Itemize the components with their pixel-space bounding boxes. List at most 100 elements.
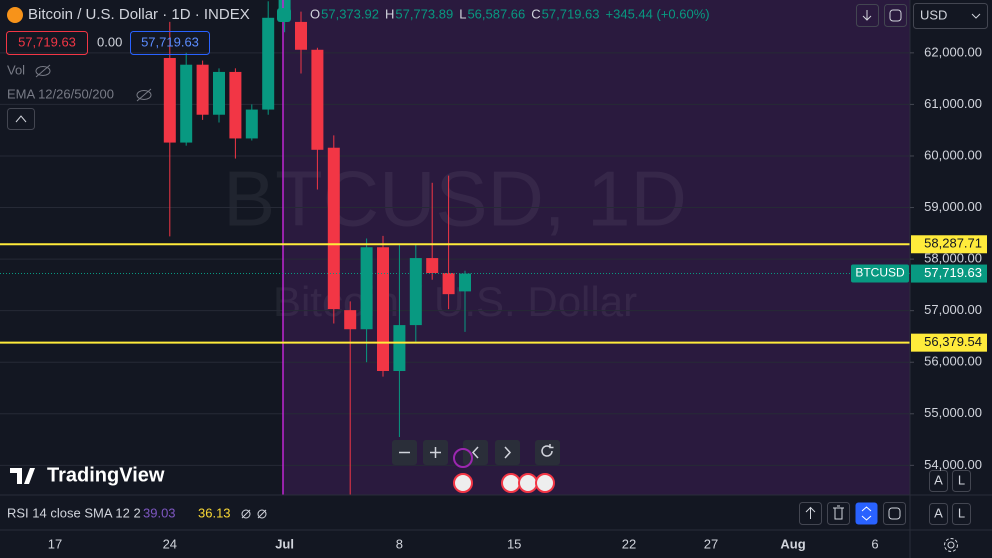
reset-button[interactable] [535,440,560,465]
ohlc-key: C [531,6,540,21]
x-tick-label: Aug [780,536,805,551]
x-tick-label: 22 [622,536,636,551]
scroll-left-button[interactable] [463,440,488,465]
price-label: 56,379.54 [924,334,982,349]
candle-body [344,310,357,330]
pane-controls [799,502,906,525]
price-label-box [911,333,987,352]
ohlc-value: 57,373.92 [321,6,379,21]
watermark-description: Bitcoin / U.S. Dollar [273,278,637,325]
pane-icons[interactable] [241,509,267,519]
reset-icon [541,444,554,457]
rsi-label[interactable]: RSI 14 close SMA 12 2 [7,505,141,520]
candle-body [327,147,340,310]
candle-body [163,58,176,143]
event-flag[interactable] [535,473,555,493]
event-flags [453,473,555,493]
ohlc-value: 57,773.89 [395,6,453,21]
scale-button[interactable] [952,503,971,525]
fullscreen-button[interactable] [884,4,907,27]
scroll-icon [862,10,872,21]
x-tick-label: 6 [871,536,878,551]
move-up-icon [805,506,816,519]
candle-body [262,17,275,110]
scale-button-label: A [934,505,943,520]
y-tick-label: 62,000.00 [924,44,982,59]
delete-icon [833,505,844,520]
event-flag[interactable] [518,473,538,493]
x-tick-label: 17 [48,536,62,551]
indicator-ema[interactable]: EMA 12/26/50/200 [7,86,114,101]
maximize-pane-button[interactable] [883,502,906,525]
currency: USD [920,7,947,22]
rsi-sma: 36.13 [198,505,231,520]
x-tick-label: Jul [275,536,294,551]
collapse-icon [15,115,27,123]
scroll-left-icon [471,446,479,459]
scale-buttons: A LA L [929,470,971,525]
y-tick-label: 54,000.00 [924,457,982,472]
candle-body [311,49,324,150]
ohlc-key: H [385,6,394,21]
collapse-pane-icon [861,506,872,521]
dropdown-icon [971,13,981,19]
candle-body [377,247,389,371]
collapse-pane-button[interactable] [855,502,878,525]
brand-logo [10,468,35,484]
y-tick-label: 59,000.00 [924,199,982,214]
sell-price: 57,719.63 [18,34,76,49]
candle-body [295,21,307,50]
event-icon[interactable] [453,448,473,468]
ohlc-legend: O 57,373.92 H 57,773.89 L 56,587.66 C 57,719.63 [310,6,600,21]
scroll-right-icon [504,446,512,459]
scale-button[interactable] [929,503,948,525]
settings-icon[interactable] [944,538,958,552]
zoom-in-icon [430,447,441,458]
collapse-button[interactable] [7,108,35,130]
symbol-label-box [851,264,909,283]
scroll-button[interactable] [856,4,879,27]
x-tick-label: 8 [396,536,403,551]
grid [0,52,910,466]
event-flag[interactable] [501,473,521,493]
ohlc-value: 57,719.63 [542,6,600,21]
hide-icon[interactable] [136,88,152,102]
price-label: 58,287.71 [924,236,982,251]
delete-button[interactable] [827,502,850,525]
fullscreen-icon [889,9,902,22]
candle-body [442,273,455,295]
scroll-right-button[interactable] [495,440,520,465]
symbol-label: BTCUSD [855,266,905,280]
x-tick-label: 27 [704,536,718,551]
symbol-title[interactable]: Bitcoin / U.S. Dollar · 1D · INDEX [28,6,250,23]
navigation [392,440,560,465]
scale-button[interactable] [929,470,948,492]
candle-body [245,109,258,139]
spread: 0.00 [97,34,122,49]
change: +345.44 (+0.60%) [606,6,710,21]
price-label-box [911,264,987,283]
candle-body [360,247,373,330]
price-label-box [911,235,987,254]
move-up-button[interactable] [799,502,822,525]
overlay [0,243,910,344]
buy-box[interactable] [130,31,210,55]
candle-body [426,258,439,274]
event-flag[interactable] [453,473,473,493]
currency-select[interactable] [913,3,988,29]
sell-box[interactable] [6,31,88,55]
y-tick-label: 55,000.00 [924,405,982,420]
ohlc-key: O [310,6,320,21]
time-axis: 17 24 Jul 8 15 22 27 Aug 6 [48,536,879,551]
brand[interactable]: TradingView [47,464,165,486]
y-tick-label: 61,000.00 [924,96,982,111]
rsi-value: 39.03 [143,505,176,520]
hide-icon[interactable] [35,64,51,78]
candles [163,0,471,495]
scale-button[interactable] [952,470,971,492]
scale-button-label: L [958,505,965,520]
candle-body [409,258,422,326]
ohlc-key: L [459,6,466,21]
y-tick-label: 58,000.00 [924,251,982,266]
indicator-vol[interactable]: Vol [7,62,25,77]
